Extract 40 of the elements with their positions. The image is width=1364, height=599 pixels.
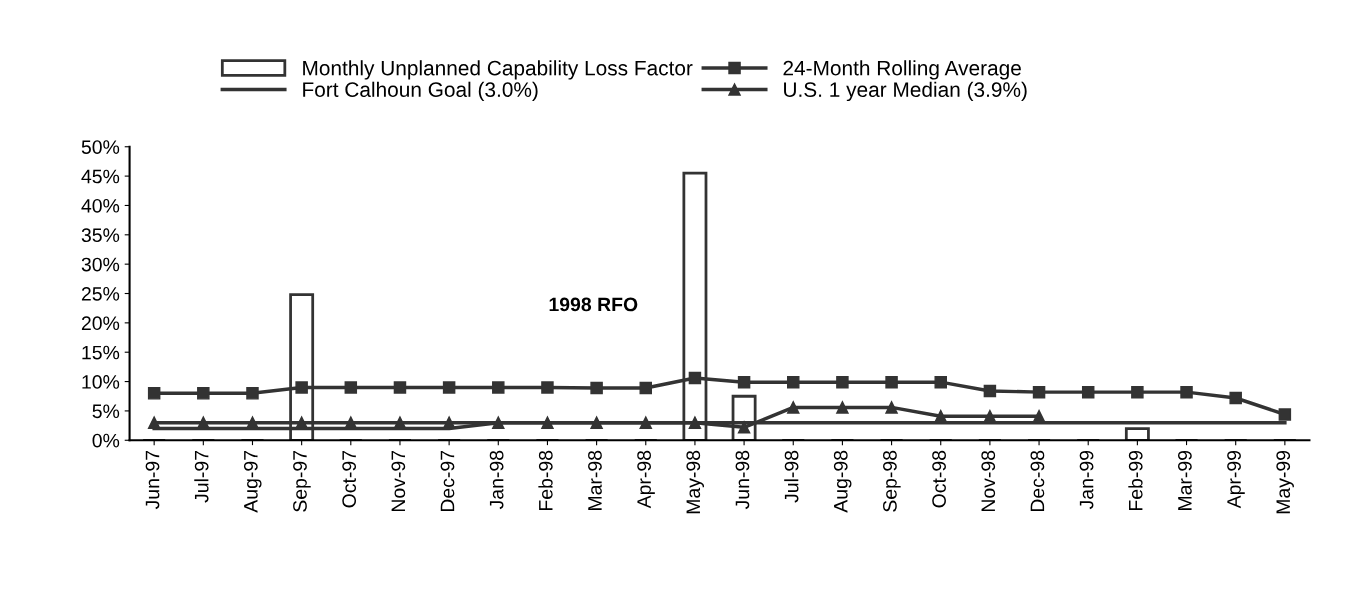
x-tick-label: Aug-98 — [833, 450, 852, 513]
y-tick-label: 50% — [81, 140, 120, 154]
x-tick-label: Mar-99 — [1177, 450, 1192, 510]
y-tick-label: 45% — [81, 169, 120, 184]
x-tick-label: Feb-98 — [538, 450, 553, 510]
y-tick-label: 15% — [82, 345, 120, 360]
x-tick-label: Apr-99 — [1227, 450, 1245, 509]
x-tick-label: Jan-99 — [1079, 450, 1094, 510]
x-tick-label: Nov-98 — [981, 450, 996, 512]
y-tick-label: 5% — [92, 404, 120, 419]
x-tick-label: Sep-98 — [883, 450, 901, 512]
x-tick-label: Jun-98 — [735, 450, 750, 510]
y-tick-label: 0% — [92, 433, 120, 448]
y-tick-label: 40% — [81, 198, 120, 213]
x-tick-label: Jul-97 — [194, 450, 209, 503]
x-tick-label: Feb-99 — [1128, 450, 1143, 510]
x-tick-label: Apr-98 — [637, 450, 655, 509]
x-tick-label: Nov-97 — [391, 450, 406, 512]
x-tick-label: Jun-97 — [145, 450, 160, 510]
x-tick-label: Dec-98 — [1030, 450, 1045, 512]
x-tick-label: May-99 — [1276, 450, 1294, 514]
y-tick-label: 30% — [81, 257, 120, 272]
y-tick-label: 20% — [81, 316, 120, 331]
legend-label: 24-Month Rolling Average — [783, 60, 1021, 80]
legend-label: Fort Calhoun Goal (3.0%) — [303, 81, 538, 102]
x-tick-label: Oct-98 — [932, 450, 946, 508]
y-tick-label: 10% — [82, 375, 120, 389]
x-tick-label: Jul-98 — [784, 450, 799, 503]
legend-label: Monthly Unplanned Capability Loss Factor — [303, 60, 693, 80]
x-tick-label: Oct-97 — [342, 450, 357, 508]
y-tick-label: 25% — [81, 286, 120, 301]
x-tick-label: Dec-97 — [440, 450, 455, 512]
x-tick-label: May-98 — [686, 450, 704, 514]
x-tick-label: Mar-98 — [588, 450, 602, 510]
x-tick-label: Jan-98 — [489, 450, 504, 510]
x-tick-label: Sep-97 — [293, 450, 311, 512]
y-tick-label: 35% — [81, 228, 120, 243]
annotation: 1998 RFO — [549, 297, 638, 312]
x-tick-label: Aug-97 — [243, 450, 262, 513]
legend-label: U.S. 1 year Median (3.9%) — [784, 81, 1027, 102]
